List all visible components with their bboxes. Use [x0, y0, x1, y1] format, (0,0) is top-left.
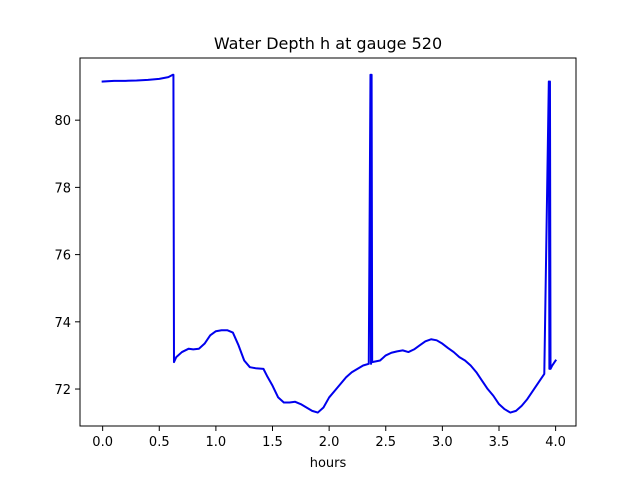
y-tick-label: 76 — [54, 249, 71, 264]
chart-title: Water Depth h at gauge 520 — [214, 34, 442, 53]
series-line-0 — [101, 73, 558, 414]
y-tick-label: 72 — [54, 383, 71, 398]
y-tick-label: 74 — [54, 316, 71, 331]
x-tick-label: 3.0 — [432, 435, 453, 450]
x-tick-label: 0.5 — [149, 435, 170, 450]
plot-frame — [79, 57, 577, 427]
x-axis-label: hours — [310, 456, 347, 471]
y-tick-label: 78 — [54, 181, 71, 196]
plot-area — [101, 73, 558, 414]
x-tick-label: 1.0 — [206, 435, 227, 450]
y-axis: 72 74 76 78 80 — [54, 114, 80, 398]
x-tick-label: 0.0 — [92, 435, 113, 450]
x-tick-label: 1.5 — [262, 435, 283, 450]
x-tick-label: 4.0 — [545, 435, 566, 450]
y-tick-label: 80 — [54, 114, 71, 129]
x-axis: 0.0 0.5 1.0 1.5 2.0 2.5 3.0 3.5 4.0 — [92, 426, 566, 450]
x-tick-label: 2.5 — [375, 435, 396, 450]
x-tick-label: 2.0 — [319, 435, 340, 450]
x-tick-label: 3.5 — [489, 435, 510, 450]
